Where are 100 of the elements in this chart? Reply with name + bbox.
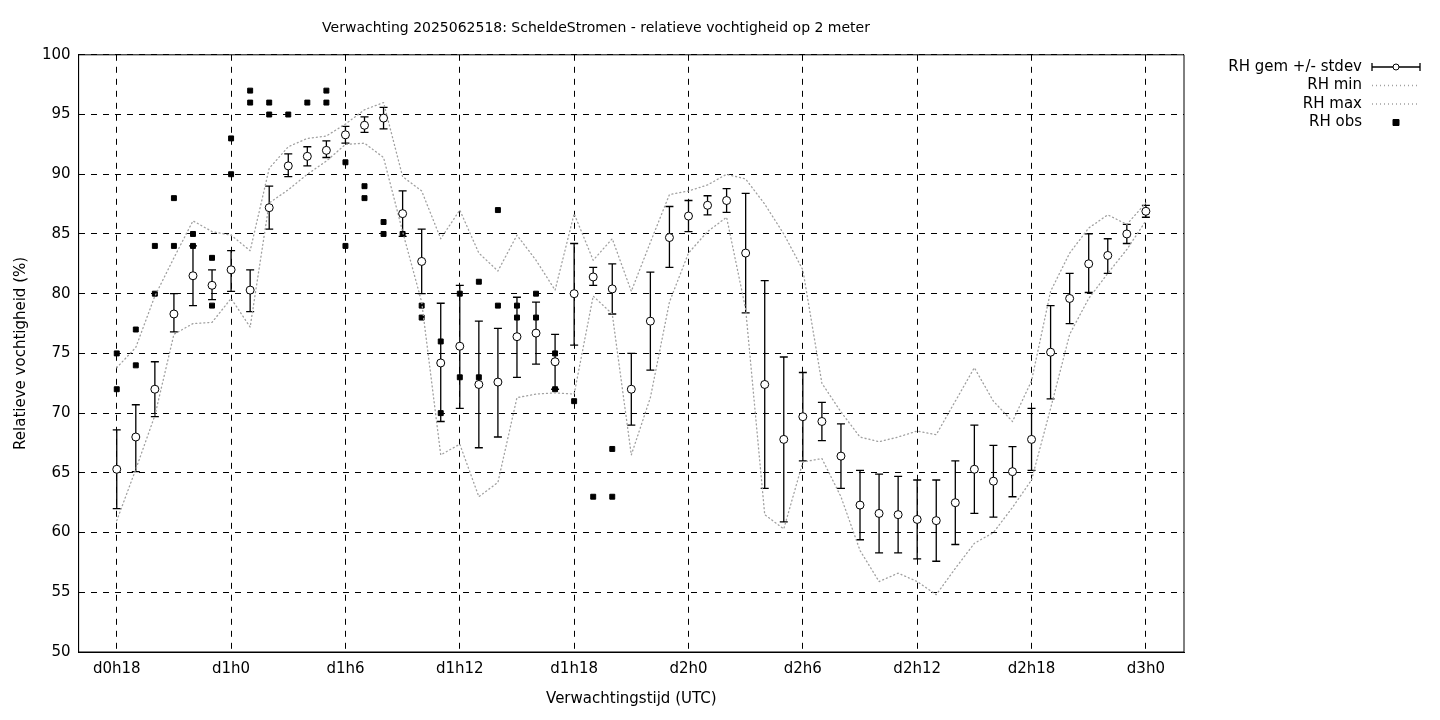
point: [113, 350, 120, 357]
point: [1122, 229, 1132, 239]
point: [836, 451, 846, 461]
point: [1103, 250, 1113, 260]
point: [112, 464, 122, 474]
point: [342, 159, 349, 166]
y-tick-label: 95: [51, 104, 71, 123]
point: [342, 242, 349, 249]
point: [209, 254, 216, 261]
point: [1007, 467, 1017, 477]
point: [475, 374, 482, 381]
point: [304, 99, 311, 106]
point: [132, 326, 139, 333]
point: [571, 398, 578, 405]
y-tick-label: 90: [51, 164, 71, 183]
point: [533, 290, 539, 297]
point: [531, 328, 541, 338]
point: [321, 145, 331, 155]
point: [893, 510, 903, 520]
x-tick-label: d3h0: [1126, 658, 1165, 677]
point: [779, 434, 789, 444]
point: [1084, 259, 1094, 269]
point: [247, 99, 254, 106]
point: [266, 99, 273, 106]
point: [437, 338, 444, 345]
point: [228, 171, 235, 178]
point: [207, 280, 217, 290]
point: [169, 309, 179, 319]
point: [969, 464, 979, 474]
point: [190, 242, 196, 249]
point: [475, 278, 482, 285]
point: [741, 248, 751, 258]
point: [817, 416, 827, 426]
point: [170, 242, 177, 249]
y-tick-label: 75: [51, 343, 71, 362]
point: [113, 386, 120, 393]
point: [132, 362, 139, 369]
x-tick-label: d2h6: [783, 658, 822, 677]
point: [590, 493, 597, 500]
x-tick-label: d2h12: [893, 658, 942, 677]
x-tick-label: d1h18: [550, 658, 598, 677]
y-tick-label: 100: [41, 44, 71, 63]
point: [285, 111, 292, 118]
point: [722, 196, 732, 206]
point: [1027, 434, 1037, 444]
point: [494, 302, 501, 309]
point: [361, 195, 368, 202]
x-tick-label: d1h6: [326, 658, 365, 677]
point: [533, 314, 539, 321]
point: [609, 493, 616, 500]
point: [493, 377, 503, 387]
point: [512, 332, 522, 342]
point: [151, 242, 158, 249]
point: [664, 233, 674, 243]
point: [626, 384, 636, 394]
point: [131, 432, 141, 442]
point: [417, 256, 427, 266]
point: [569, 289, 579, 299]
legend-label: RH obs: [1309, 112, 1363, 131]
point: [150, 384, 160, 394]
point: [247, 87, 254, 94]
point: [609, 445, 616, 452]
point: [607, 284, 617, 294]
point: [379, 113, 389, 123]
point: [340, 130, 350, 140]
point: [380, 230, 387, 237]
point: [190, 230, 196, 237]
point: [226, 265, 236, 275]
point: [188, 271, 198, 281]
point: [380, 219, 387, 225]
point: [398, 209, 408, 219]
y-tick-label: 70: [51, 403, 71, 422]
chart-title: Verwachting 2025062518: ScheldeStromen - relatieve vochtigheid op 2 meter: [322, 19, 871, 36]
legend-label: RH min: [1307, 75, 1362, 94]
x-tick-label: d2h18: [1007, 658, 1056, 677]
point: [323, 87, 330, 94]
y-tick-label: 65: [51, 462, 71, 481]
point: [760, 379, 770, 389]
point: [245, 285, 255, 295]
point: [588, 272, 598, 282]
x-tick-label: d0h18: [92, 658, 141, 677]
point: [912, 514, 922, 524]
legend-label: RH max: [1302, 93, 1363, 112]
point: [552, 386, 559, 393]
point: [360, 120, 369, 130]
point: [798, 412, 808, 422]
point: [228, 135, 235, 142]
point: [209, 302, 216, 309]
point: [436, 358, 446, 368]
point: [170, 195, 177, 202]
point: [988, 476, 998, 486]
line-series: [116, 142, 1147, 596]
point: [513, 302, 520, 309]
point: [323, 99, 330, 106]
x-tick-label: d2h0: [669, 658, 708, 677]
point: [456, 374, 463, 381]
y-tick-label: 50: [51, 641, 71, 660]
point: [1065, 293, 1075, 303]
legend-label: RH gem +/- stdev: [1228, 56, 1363, 75]
point: [456, 290, 463, 297]
